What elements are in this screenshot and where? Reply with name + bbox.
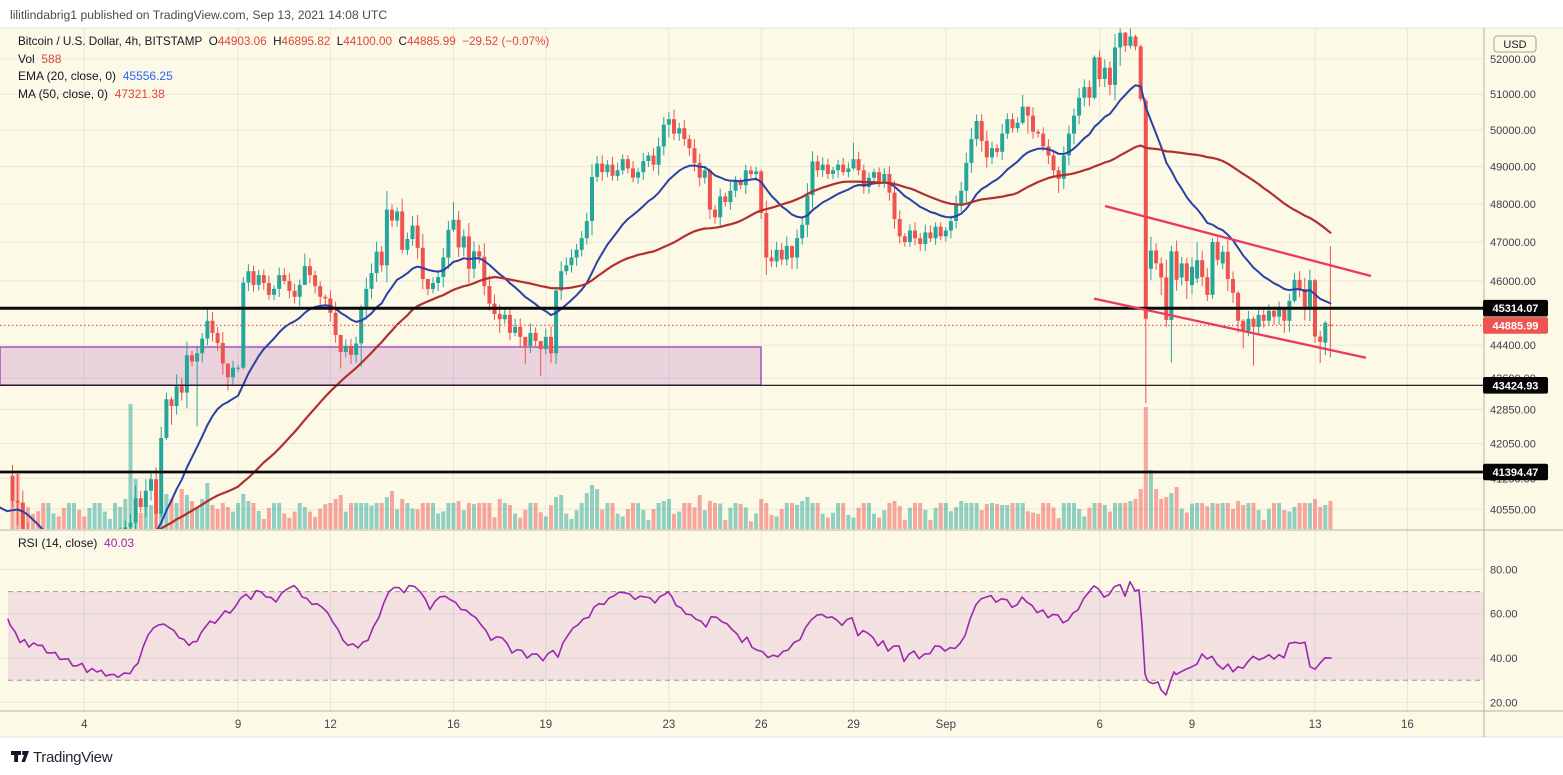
svg-text:Bitcoin / U.S. Dollar, 4h, BIT: Bitcoin / U.S. Dollar, 4h, BITSTAMP O449… <box>18 35 549 48</box>
svg-text:12: 12 <box>324 719 337 731</box>
svg-text:45314.07: 45314.07 <box>1493 303 1539 315</box>
svg-text:USD: USD <box>1503 39 1526 51</box>
svg-text:43424.93: 43424.93 <box>1493 380 1539 392</box>
svg-text:16: 16 <box>447 719 460 731</box>
svg-text:42050.00: 42050.00 <box>1490 439 1536 451</box>
svg-text:44400.00: 44400.00 <box>1490 340 1536 352</box>
svg-text:41394.47: 41394.47 <box>1493 467 1539 479</box>
svg-text:TradingView: TradingView <box>33 749 113 766</box>
svg-text:51000.00: 51000.00 <box>1490 89 1536 101</box>
svg-text:16: 16 <box>1401 719 1414 731</box>
svg-text:49000.00: 49000.00 <box>1490 162 1536 174</box>
svg-text:80.00: 80.00 <box>1490 564 1518 576</box>
svg-text:EMA (20, close, 0) 45556.25: EMA (20, close, 0) 45556.25 <box>18 69 173 83</box>
svg-text:52000.00: 52000.00 <box>1490 54 1536 66</box>
svg-text:50000.00: 50000.00 <box>1490 125 1536 137</box>
svg-text:6: 6 <box>1096 719 1102 731</box>
svg-text:9: 9 <box>1189 719 1195 731</box>
svg-text:13: 13 <box>1309 719 1322 731</box>
svg-text:46000.00: 46000.00 <box>1490 276 1536 288</box>
svg-text:40.00: 40.00 <box>1490 653 1518 665</box>
svg-text:40550.00: 40550.00 <box>1490 504 1536 516</box>
svg-text:RSI (14, close) 40.03: RSI (14, close) 40.03 <box>18 536 134 550</box>
svg-text:42850.00: 42850.00 <box>1490 404 1536 416</box>
svg-text:Vol 588: Vol 588 <box>18 52 62 66</box>
svg-text:48000.00: 48000.00 <box>1490 199 1536 211</box>
svg-text:44885.99: 44885.99 <box>1493 320 1539 332</box>
svg-text:MA (50, close, 0) 47321.38: MA (50, close, 0) 47321.38 <box>18 87 165 101</box>
svg-text:20.00: 20.00 <box>1490 697 1518 709</box>
svg-text:19: 19 <box>539 719 552 731</box>
svg-text:29: 29 <box>847 719 860 731</box>
svg-text:60.00: 60.00 <box>1490 609 1518 621</box>
svg-text:Sep: Sep <box>936 719 956 731</box>
svg-text:9: 9 <box>235 719 241 731</box>
svg-text:47000.00: 47000.00 <box>1490 237 1536 249</box>
svg-text:4: 4 <box>81 719 88 731</box>
svg-text:23: 23 <box>663 719 676 731</box>
svg-text:26: 26 <box>755 719 768 731</box>
svg-text:lilitlindabrig1 published on T: lilitlindabrig1 published on TradingView… <box>10 8 387 22</box>
